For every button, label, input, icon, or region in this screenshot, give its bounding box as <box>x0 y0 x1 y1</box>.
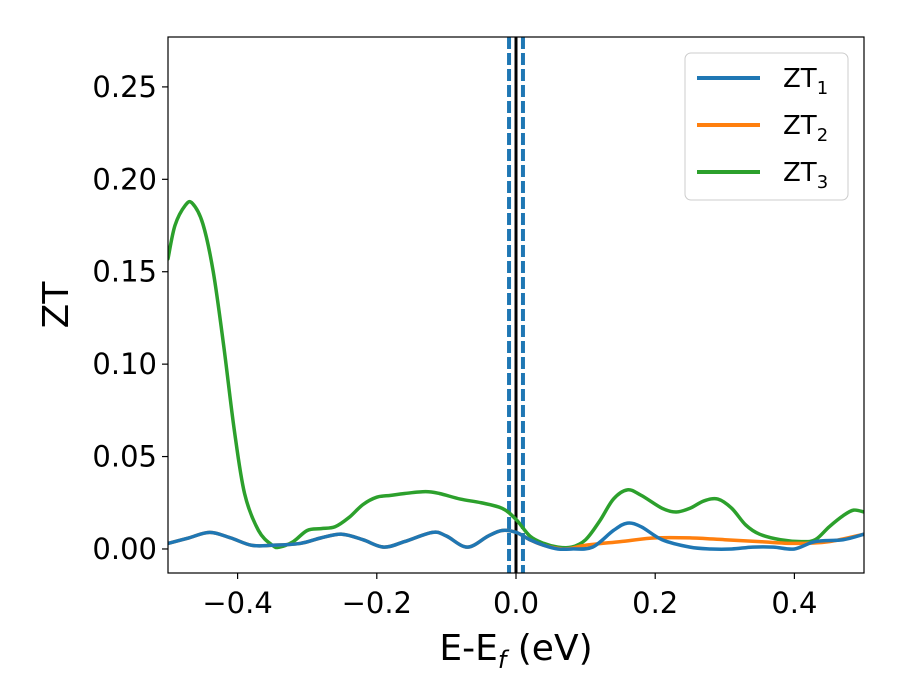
x-tick-label: −0.2 <box>342 586 412 620</box>
x-axis-title: E-Ef (eV) <box>439 628 592 674</box>
legend-box <box>684 52 849 201</box>
y-tick-label: 0.15 <box>92 255 157 289</box>
y-axis-title: ZT <box>36 281 77 329</box>
y-tick-label: 0.05 <box>92 440 157 474</box>
series-line-zt3 <box>168 199 864 550</box>
x-axis-title-main: E-E <box>439 628 497 669</box>
legend-label-zt2: ZT2 <box>783 111 828 146</box>
y-tick-label: 0.20 <box>92 162 157 196</box>
series-line-zt1 <box>168 521 864 552</box>
legend-label-zt1: ZT1 <box>783 64 828 99</box>
x-tick-label: 0.2 <box>632 586 678 620</box>
y-axis-ticks: 0.00 0.05 0.10 0.15 0.20 0.25 <box>92 70 168 566</box>
series-group <box>168 199 864 552</box>
legend: ZT1 ZT2 ZT3 <box>684 52 849 201</box>
x-tick-label: −0.4 <box>202 586 272 620</box>
x-axis-ticks: −0.4 −0.2 0.0 0.2 0.4 <box>202 573 817 620</box>
y-tick-label: 0.00 <box>92 532 157 566</box>
x-tick-label: 0.4 <box>771 586 817 620</box>
y-tick-label: 0.10 <box>92 347 157 381</box>
legend-label-zt3: ZT3 <box>783 158 828 193</box>
reference-lines <box>507 37 525 573</box>
x-tick-label: 0.0 <box>493 586 539 620</box>
x-axis-title-unit: (eV) <box>506 628 592 669</box>
y-tick-label: 0.25 <box>92 70 157 104</box>
